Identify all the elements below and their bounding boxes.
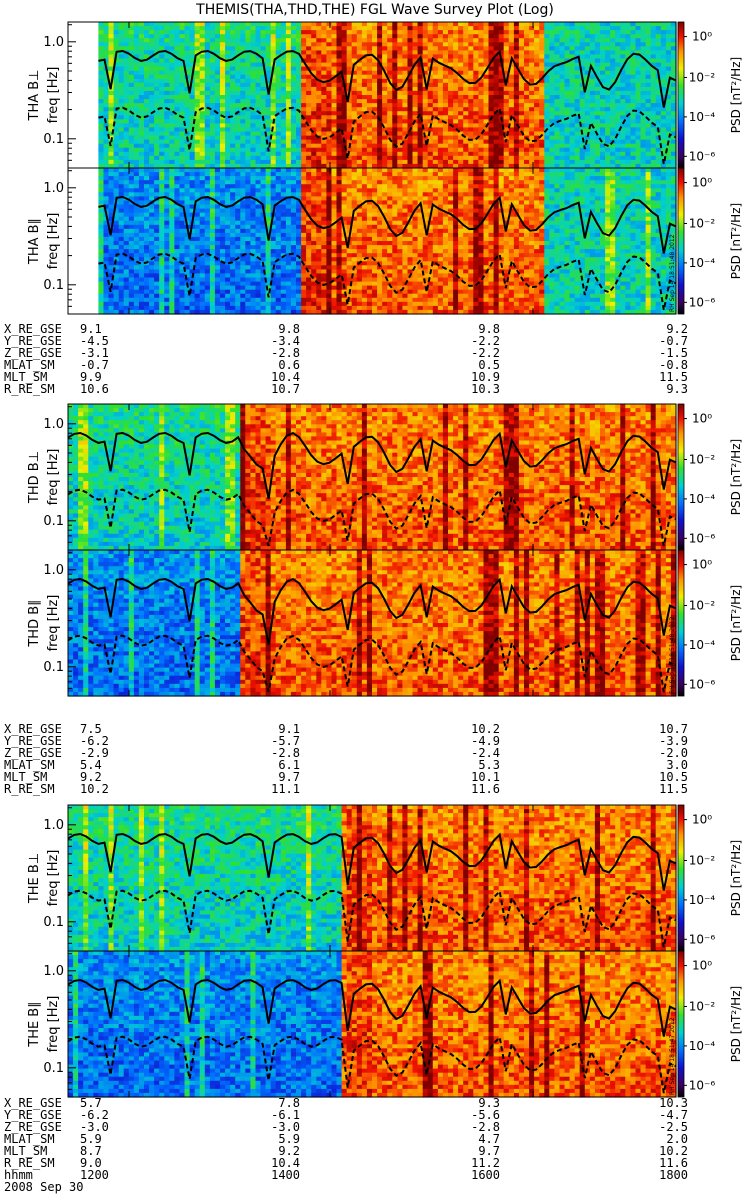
- colorbar-tick-label: 10⁻⁶: [689, 295, 716, 309]
- colorbar: 10⁰ 10⁻² 10⁻⁴ 10⁻⁶ PSD [nT²/Hz]: [678, 404, 743, 550]
- colorbar-tick-label: 10⁻⁴: [689, 893, 716, 907]
- panel-label: THA B∥: [27, 218, 42, 265]
- y-tick-label: 1.0: [43, 563, 64, 578]
- ephemeris-value: 11.5: [659, 783, 688, 795]
- y-axis-label: freq [Hz]: [46, 996, 61, 1053]
- colorbar: 10⁰ 10⁻² 10⁻⁴ 10⁻⁶ PSD [nT²/Hz]: [678, 550, 743, 696]
- ephemeris-value: 10.3: [471, 383, 500, 395]
- timestamp-stamp: RH Sep 14 18:51:47 2012: [669, 1017, 676, 1095]
- ephemeris-name: R_RE_SM: [4, 783, 55, 795]
- colorbar-tick-label: 10⁻⁴: [689, 638, 716, 652]
- colorbar-tick-label: 10⁻²: [689, 216, 716, 230]
- colorbar: 10⁰ 10⁻² 10⁻⁴ 10⁻⁶ PSD [nT²/Hz]: [678, 22, 743, 168]
- colorbar-tick-label: 10⁻⁶: [689, 677, 716, 691]
- ephemeris-value: 11.1: [271, 783, 300, 795]
- panel-label: THE B⊥: [27, 853, 42, 904]
- colorbar-tick-label: 10⁻²: [689, 70, 716, 84]
- panel-label: THD B∥: [27, 599, 42, 647]
- ephemeris-value: 11.6: [471, 783, 500, 795]
- colorbar-tick-label: 10⁻⁶: [689, 531, 716, 545]
- colorbar-label: PSD [nT²/Hz]: [729, 57, 743, 133]
- x-tick-label: 1600: [471, 1169, 500, 1181]
- y-tick-label: 1.0: [43, 818, 64, 833]
- colorbar-tick-label: 10⁰: [692, 30, 712, 44]
- timestamp-stamp: RH Sep 14 18:51:48 2012: [669, 234, 676, 312]
- colorbar-tick-label: 10⁻⁴: [689, 110, 716, 124]
- colorbar-tick-label: 10⁰: [692, 176, 712, 190]
- x-tick-label: 1400: [271, 1169, 300, 1181]
- y-tick-label: 1.0: [43, 181, 64, 196]
- y-axis-label: freq [Hz]: [46, 595, 61, 652]
- y-tick-label: 1.0: [43, 35, 64, 50]
- x-tick-label: 1800: [659, 1169, 688, 1181]
- y-tick-label: 0.1: [43, 132, 64, 147]
- colorbar-tick-label: 10⁰: [692, 412, 712, 426]
- ephemeris-value: 10.7: [271, 383, 300, 395]
- colorbar-label: PSD [nT²/Hz]: [729, 840, 743, 916]
- y-tick-label: 1.0: [43, 417, 64, 432]
- ephemeris-value: 10.2: [80, 783, 109, 795]
- colorbar-tick-label: 10⁻²: [689, 853, 716, 867]
- colorbar: 10⁰ 10⁻² 10⁻⁴ 10⁻⁶ PSD [nT²/Hz]: [678, 168, 743, 314]
- y-tick-label: 0.1: [43, 660, 64, 675]
- colorbar-tick-label: 10⁻⁴: [689, 492, 716, 506]
- colorbar: 10⁰ 10⁻² 10⁻⁴ 10⁻⁶ PSD [nT²/Hz]: [678, 805, 743, 951]
- ephemeris-value: 10.6: [80, 383, 109, 395]
- colorbar-label: PSD [nT²/Hz]: [729, 203, 743, 279]
- panel-label: THD B⊥: [27, 451, 42, 504]
- colorbar-tick-label: 10⁻²: [689, 999, 716, 1013]
- y-axis-label: freq [Hz]: [46, 850, 61, 907]
- timestamp-stamp: RH Sep 14 18:51:48 2012: [669, 616, 676, 694]
- colorbar-label: PSD [nT²/Hz]: [729, 439, 743, 515]
- panel-label: THE B∥: [27, 1001, 42, 1047]
- colorbar-tick-label: 10⁰: [692, 959, 712, 973]
- colorbar-tick-label: 10⁻⁶: [689, 932, 716, 946]
- colorbar-label: PSD [nT²/Hz]: [729, 986, 743, 1062]
- y-tick-label: 1.0: [43, 964, 64, 979]
- colorbar-tick-label: 10⁻⁶: [689, 149, 716, 163]
- ephemeris-value: 9.3: [666, 383, 688, 395]
- y-tick-label: 0.1: [43, 514, 64, 529]
- colorbar-tick-label: 10⁻⁶: [689, 1078, 716, 1092]
- panel-label: THA B⊥: [27, 70, 42, 122]
- colorbar-tick-label: 10⁰: [692, 558, 712, 572]
- y-tick-label: 0.1: [43, 915, 64, 930]
- colorbar-tick-label: 10⁻²: [689, 598, 716, 612]
- figure-title: THEMIS(THA,THD,THE) FGL Wave Survey Plot…: [0, 2, 750, 18]
- date-label: 2008 Sep 30: [4, 1181, 83, 1193]
- y-axis-label: freq [Hz]: [46, 67, 61, 124]
- colorbar-tick-label: 10⁻²: [689, 452, 716, 466]
- colorbar-tick-label: 10⁻⁴: [689, 1039, 716, 1053]
- colorbar-label: PSD [nT²/Hz]: [729, 585, 743, 661]
- colorbar: 10⁰ 10⁻² 10⁻⁴ 10⁻⁶ PSD [nT²/Hz]: [678, 951, 743, 1097]
- ephemeris-name: R_RE_SM: [4, 383, 55, 395]
- colorbar-tick-label: 10⁰: [692, 813, 712, 827]
- x-tick-label: 1200: [80, 1169, 109, 1181]
- y-axis-label: freq [Hz]: [46, 213, 61, 270]
- y-tick-label: 0.1: [43, 278, 64, 293]
- y-axis-label: freq [Hz]: [46, 449, 61, 506]
- y-tick-label: 0.1: [43, 1061, 64, 1076]
- colorbar-tick-label: 10⁻⁴: [689, 256, 716, 270]
